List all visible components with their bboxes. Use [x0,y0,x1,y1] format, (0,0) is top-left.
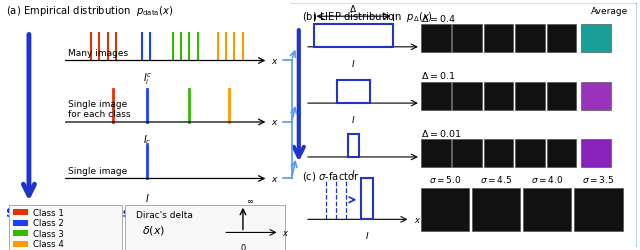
Text: Single image
for each class: Single image for each class [68,100,131,119]
Bar [314,24,393,48]
Text: $x$: $x$ [424,43,431,52]
Bar [547,25,577,53]
Bar [13,230,28,236]
Text: $\Delta = 0.1$: $\Delta = 0.1$ [421,70,455,81]
Text: $I$: $I$ [351,167,356,178]
Bar [421,140,451,168]
Bar [547,82,577,110]
Text: $\Delta$: $\Delta$ [349,2,358,14]
Text: $\sigma = 5.0$: $\sigma = 5.0$ [429,173,461,184]
Text: $I$: $I$ [365,229,369,240]
Text: Class 2: Class 2 [33,218,64,228]
Bar [581,140,611,168]
Text: $I$: $I$ [351,114,356,124]
Bar [515,25,545,53]
Text: $\sigma = 3.5$: $\sigma = 3.5$ [582,173,614,184]
Text: $I_c$: $I_c$ [143,132,152,146]
Text: $I_i^c$: $I_i^c$ [143,71,152,86]
Text: (a) Empirical distribution  $p_{\mathrm{data}}(x)$: (a) Empirical distribution $p_{\mathrm{d… [6,4,174,18]
Bar [13,241,28,247]
Text: Class 4: Class 4 [33,240,64,248]
Text: (c) $\sigma$-factor: (c) $\sigma$-factor [301,170,359,182]
Text: $\sigma = 4.0$: $\sigma = 4.0$ [531,173,564,184]
Bar [547,140,577,168]
Text: $I$: $I$ [145,191,150,203]
Bar [515,140,545,168]
Text: $x$: $x$ [271,57,279,66]
Text: $x$: $x$ [271,118,279,127]
Bar [421,82,451,110]
Bar [484,140,513,168]
Bar [348,134,359,157]
Text: Dirac's delta: Dirac's delta [136,210,193,219]
Bar [523,189,572,231]
Text: (b) LIEP distribution  $p_{\Delta}(x)$: (b) LIEP distribution $p_{\Delta}(x)$ [301,10,433,24]
Text: $x$: $x$ [414,215,421,224]
Text: $x$: $x$ [271,174,279,183]
Bar [13,220,28,226]
Text: $0$: $0$ [239,241,246,250]
Text: $I$: $I$ [351,58,356,68]
Bar [452,25,482,53]
Text: Single image: Single image [68,166,127,175]
Bar [452,140,482,168]
Text: $\Delta = 0.01$: $\Delta = 0.01$ [421,128,461,138]
Bar [574,189,623,231]
Bar [515,82,545,110]
Bar [421,25,451,53]
Bar [452,82,482,110]
Text: Scaling backwards: Scaling backwards [6,206,130,219]
Text: $\delta(x)$: $\delta(x)$ [141,223,164,236]
Bar [125,205,285,250]
Text: $\Delta = 0.4$: $\Delta = 0.4$ [421,13,456,24]
Bar [472,189,520,231]
Bar [337,80,370,104]
Text: $\sigma = 4.5$: $\sigma = 4.5$ [480,173,512,184]
Bar [421,189,469,231]
Bar [9,205,122,250]
Text: $x$: $x$ [424,99,431,108]
Bar [581,82,611,110]
FancyBboxPatch shape [289,3,638,249]
Bar [13,209,28,216]
Bar [484,25,513,53]
Text: Class 3: Class 3 [33,229,64,238]
Bar [581,25,611,53]
Text: $x$: $x$ [424,153,431,162]
Text: $x$: $x$ [282,228,290,237]
Text: Class 1: Class 1 [33,208,64,217]
Bar [361,178,374,220]
Bar [484,82,513,110]
Text: Average: Average [591,8,628,16]
Text: $\infty$: $\infty$ [246,196,254,205]
Text: Many images: Many images [68,48,129,58]
